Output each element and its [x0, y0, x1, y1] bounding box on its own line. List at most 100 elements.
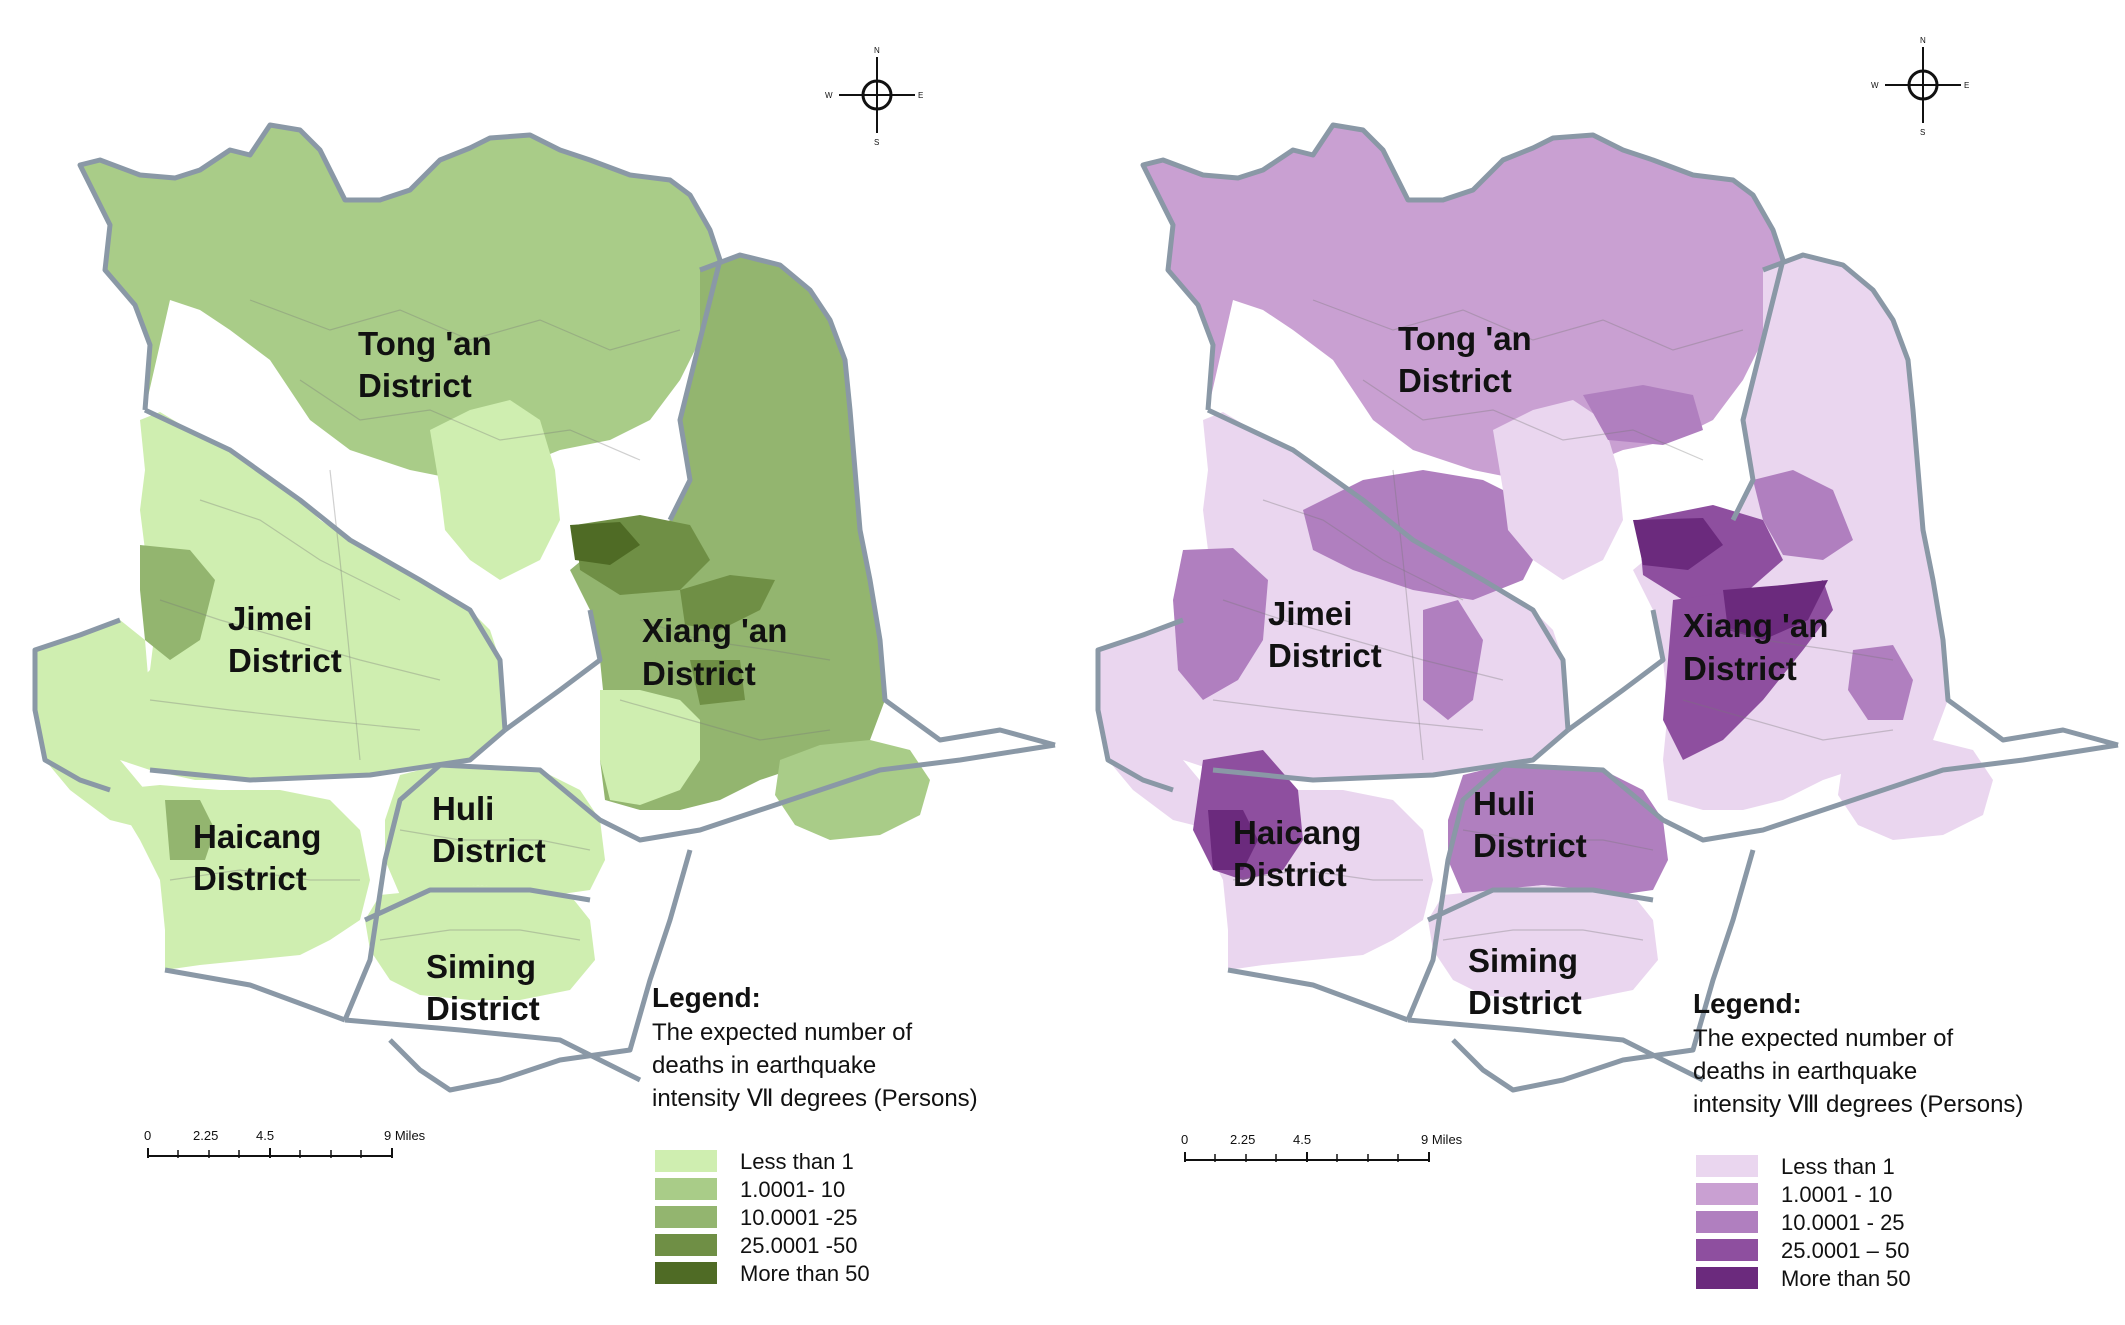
legend-title: Legend:	[652, 982, 761, 1013]
legend-item-5: More than 50	[740, 1261, 870, 1286]
scale-label-3: 9 Miles	[384, 1128, 426, 1143]
scale-bar: 0 2.25 4.5 9 Miles	[144, 1128, 426, 1158]
region-hotspot-1	[140, 545, 215, 660]
legend-desc-2: deaths in earthquake	[1693, 1058, 1917, 1085]
region-siming	[1428, 885, 1658, 1000]
region-hotspot-2	[165, 800, 215, 860]
legend-swatch-3	[1696, 1211, 1758, 1233]
subdivision-lines	[149, 299, 831, 941]
scale-label-2: 4.5	[1293, 1132, 1311, 1147]
compass-n: N	[874, 46, 880, 55]
region-xiangan-south	[600, 690, 700, 805]
label-haicang-2: District	[193, 860, 307, 897]
legend-swatch-3	[655, 1206, 717, 1228]
label-siming-1: Siming	[1468, 942, 1578, 979]
compass-s: S	[1920, 128, 1925, 137]
label-tongan-1: Tong 'an	[358, 325, 492, 362]
label-tongan-1: Tong 'an	[1398, 320, 1532, 357]
scale-label-2: 4.5	[256, 1128, 274, 1143]
label-xiangan-1: Xiang 'an	[1683, 607, 1828, 644]
label-xiangan-1: Xiang 'an	[642, 612, 787, 649]
legend-desc-1: The expected number of	[1693, 1025, 1953, 1052]
region-west	[35, 620, 175, 830]
compass-icon: N S E W	[1871, 36, 1969, 137]
legend-desc-2: deaths in earthquake	[652, 1052, 876, 1079]
subdivision-lines	[1212, 299, 1894, 941]
label-haicang-1: Haicang	[1233, 814, 1361, 851]
compass-w: W	[825, 91, 833, 100]
compass-e: E	[918, 91, 923, 100]
label-haicang-2: District	[1233, 856, 1347, 893]
legend-item-5: More than 50	[1781, 1266, 1911, 1291]
legend-item-3: 10.0001 -25	[740, 1205, 857, 1230]
label-xiangan-2: District	[1683, 650, 1797, 687]
region-hotspot-5	[680, 575, 775, 630]
compass-e: E	[1964, 81, 1969, 90]
district-labels: Tong 'an District Jimei District Xiang '…	[1233, 320, 1828, 1021]
legend-swatch-4	[1696, 1239, 1758, 1261]
label-siming-1: Siming	[426, 948, 536, 985]
scale-label-1: 2.25	[1230, 1132, 1255, 1147]
legend-item-2: 1.0001- 10	[740, 1177, 845, 1202]
region-hotspot-10	[1848, 645, 1913, 720]
legend-title: Legend:	[1693, 988, 1802, 1019]
legend-item-4: 25.0001 -50	[740, 1233, 857, 1258]
region-hotspot-4	[570, 522, 640, 565]
compass-icon: N S E W	[825, 46, 923, 147]
label-huli-2: District	[1473, 827, 1587, 864]
legend-desc-3: intensity Ⅶ degrees (Persons)	[652, 1085, 978, 1112]
legend-item-1: Less than 1	[740, 1149, 854, 1174]
scale-label-3: 9 Miles	[1421, 1132, 1463, 1147]
region-tongan	[80, 125, 720, 480]
region-hotspot-9	[1753, 470, 1853, 560]
scale-label-0: 0	[144, 1128, 151, 1143]
label-jimei-1: Jimei	[228, 600, 312, 637]
label-siming-2: District	[426, 990, 540, 1027]
district-boundaries	[32, 122, 1056, 1093]
region-hotspot-6	[1633, 518, 1723, 570]
legend-swatch-2	[655, 1178, 717, 1200]
legend-item-4: 25.0001 – 50	[1781, 1238, 1909, 1263]
map-right: Tong 'an District Jimei District Xiang '…	[1095, 36, 2119, 1291]
region-huli	[1448, 765, 1668, 895]
legend-swatch-5	[655, 1262, 717, 1284]
legend-item-3: 10.0001 - 25	[1781, 1210, 1905, 1235]
legend-swatch-1	[1696, 1155, 1758, 1177]
legend-item-2: 1.0001 - 10	[1781, 1182, 1892, 1207]
legend-desc-1: The expected number of	[652, 1019, 912, 1046]
region-jimei	[100, 412, 505, 780]
region-tongan-ne	[1583, 385, 1703, 445]
legend: Legend: The expected number of deaths in…	[652, 982, 978, 1286]
district-boundaries	[1095, 122, 2119, 1093]
region-island-east	[1838, 740, 1993, 840]
scale-label-1: 2.25	[193, 1128, 218, 1143]
region-hotspot-1	[1173, 548, 1268, 700]
legend-swatch-1	[655, 1150, 717, 1172]
label-tongan-2: District	[1398, 362, 1512, 399]
label-huli-1: Huli	[1473, 785, 1535, 822]
region-xiangan	[570, 255, 885, 810]
region-hotspot-7	[690, 660, 745, 705]
legend: Legend: The expected number of deaths in…	[1693, 988, 2023, 1291]
compass-s: S	[874, 138, 879, 147]
legend-swatch-5	[1696, 1267, 1758, 1289]
label-xiangan-2: District	[642, 655, 756, 692]
scale-bar: 0 2.25 4.5 9 Miles	[1181, 1132, 1463, 1162]
label-jimei-2: District	[228, 642, 342, 679]
region-siming	[365, 885, 595, 1000]
scale-label-0: 0	[1181, 1132, 1188, 1147]
label-siming-2: District	[1468, 984, 1582, 1021]
region-huli	[385, 765, 605, 895]
legend-desc-3: intensity Ⅷ degrees (Persons)	[1693, 1091, 2023, 1118]
district-labels: Tong 'an District Jimei District Xiang '…	[193, 325, 787, 1027]
map-left: Tong 'an District Jimei District Xiang '…	[32, 46, 1056, 1286]
label-jimei-1: Jimei	[1268, 595, 1352, 632]
region-tongan-south	[430, 400, 560, 580]
label-huli-2: District	[432, 832, 546, 869]
legend-swatch-2	[1696, 1183, 1758, 1205]
region-hotspot-3	[1208, 810, 1258, 870]
label-tongan-2: District	[358, 367, 472, 404]
legend-swatch-4	[655, 1234, 717, 1256]
compass-w: W	[1871, 81, 1879, 90]
label-huli-1: Huli	[432, 790, 494, 827]
